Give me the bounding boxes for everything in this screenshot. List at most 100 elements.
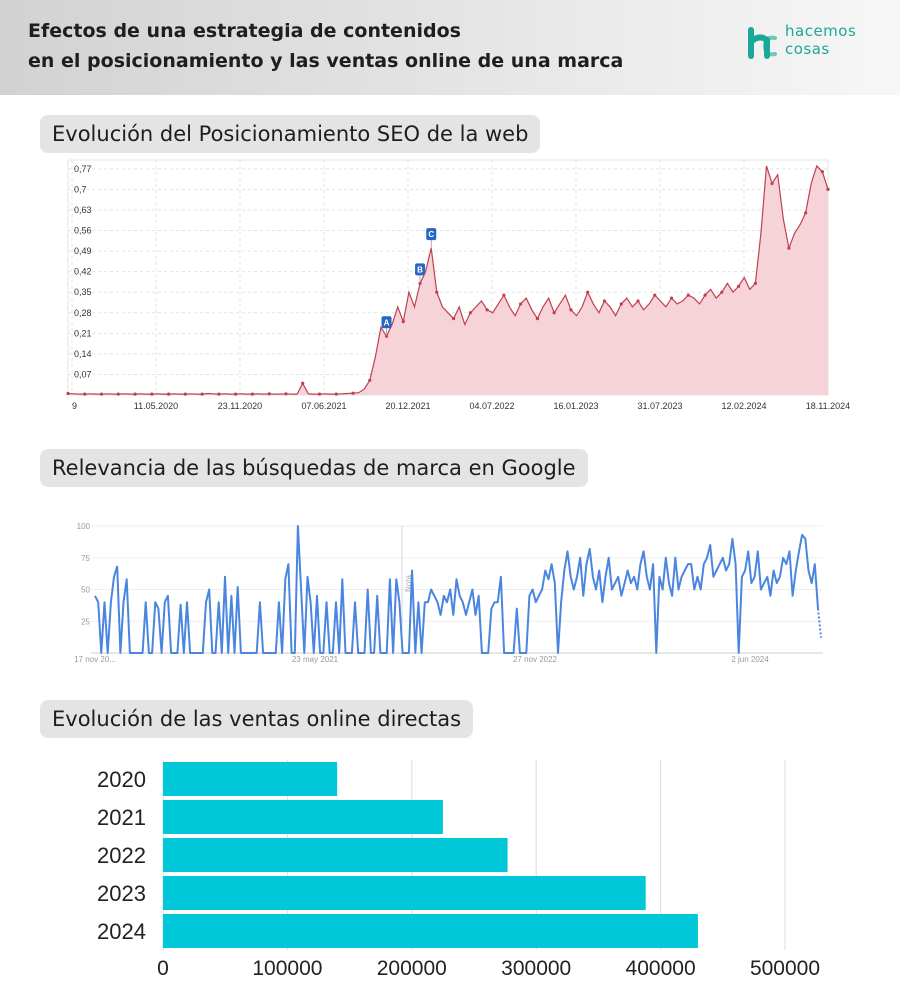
- data-point: [150, 392, 154, 396]
- data-point: [83, 392, 87, 396]
- data-point: [284, 392, 288, 396]
- data-point: [99, 392, 104, 396]
- x-tick-label: 400000: [626, 957, 696, 980]
- y-tick-label: 0,42: [74, 267, 92, 277]
- data-point: [703, 293, 707, 297]
- y-tick-label: 75: [81, 554, 90, 563]
- data-point: [826, 187, 830, 191]
- bar-2021: [163, 800, 443, 834]
- y-tick-label: 0,14: [74, 349, 92, 359]
- data-point: [451, 317, 456, 321]
- data-point: [602, 299, 607, 303]
- logo-text-line-1: hacemos: [785, 22, 857, 40]
- x-tick-label: 100000: [252, 957, 322, 980]
- data-point: [267, 392, 271, 396]
- x-tick-label: 9: [72, 401, 77, 411]
- data-point: [636, 299, 640, 303]
- annotation-label: B: [417, 265, 423, 274]
- data-point: [804, 211, 808, 215]
- x-tick-label: 16.01.2023: [553, 401, 598, 411]
- y-tick-label: 0,77: [74, 164, 92, 174]
- x-tick-label: 27 nov 2022: [513, 655, 558, 664]
- category-label: 2021: [97, 805, 146, 830]
- header-banner: Efectos de una estrategia de contenidos …: [0, 0, 900, 95]
- data-point: [183, 392, 187, 396]
- annotation-label: A: [384, 318, 390, 327]
- data-point: [535, 317, 540, 321]
- brand-search-chart: 100 75 50 25 17 nov 20... 23 may 2021 27 nov 2…: [74, 522, 823, 664]
- y-tick-label: 0,28: [74, 308, 92, 318]
- x-tick-label: 23.11.2020: [218, 401, 262, 411]
- data-point: [468, 311, 472, 315]
- data-point: [334, 392, 338, 396]
- series-line: [67, 164, 829, 395]
- data-point: [133, 392, 137, 396]
- x-tick-label: 17 nov 20...: [74, 655, 116, 664]
- data-point: [669, 296, 674, 300]
- area-fill: [68, 165, 828, 395]
- seo-position-chart: 0,77 0,7 0,63 0,56 0,49 0,42 0,35 0,28 0,21 0,14 0…: [66, 159, 850, 411]
- online-sales-bar-chart: 0 100000 200000 300000 400000 500000 2020 2021 2…: [97, 760, 820, 980]
- annotation-flag: [381, 316, 392, 329]
- y-tick-label: 0,56: [74, 226, 92, 236]
- data-point: [720, 290, 724, 294]
- page-title-line-1: Efectos de una estrategia de contenidos: [28, 20, 461, 42]
- annotation-label: C: [428, 230, 434, 239]
- annotation-flag: [415, 263, 426, 276]
- x-tick-label: 200000: [377, 957, 447, 980]
- x-tick-label: 23 may 2021: [292, 655, 339, 664]
- bar-2024: [163, 914, 698, 948]
- data-point: [368, 378, 372, 382]
- x-tick-label: 2 jun 2024: [731, 655, 769, 664]
- x-tick-label: 20.12.2021: [385, 401, 430, 411]
- data-point: [435, 290, 439, 294]
- x-tick-label: 04.07.2022: [469, 401, 514, 411]
- y-tick-label: 0,07: [74, 369, 92, 379]
- y-tick-label: 0,49: [74, 246, 92, 256]
- x-tick-label: 18.11.2024: [806, 401, 850, 411]
- data-point: [586, 290, 590, 294]
- data-point: [401, 319, 405, 324]
- data-point: [519, 302, 523, 306]
- data-point: [166, 392, 171, 396]
- y-tick-label: 100: [77, 522, 91, 531]
- data-point: [234, 392, 238, 396]
- x-tick-label: 07.06.2021: [301, 401, 346, 411]
- note-marker-label: Nota: [404, 575, 413, 592]
- series-line: [94, 525, 819, 654]
- category-label: 2022: [97, 843, 146, 868]
- data-point: [301, 381, 305, 385]
- data-point: [200, 392, 204, 396]
- data-point: [552, 311, 556, 315]
- partial-data-line: [817, 608, 822, 638]
- data-point: [502, 293, 506, 297]
- data-point: [686, 293, 690, 297]
- logo-mark-icon: [748, 27, 777, 59]
- bar-2020: [163, 762, 338, 796]
- y-tick-label: 0,21: [74, 328, 92, 338]
- annotation-flag: [426, 228, 437, 241]
- category-label: 2023: [97, 881, 146, 906]
- data-point: [250, 392, 255, 396]
- data-point: [66, 391, 70, 396]
- data-point: [753, 281, 757, 285]
- logo-text-line-2: cosas: [785, 40, 830, 58]
- x-tick-label: 0: [157, 957, 169, 980]
- category-label: 2020: [97, 767, 146, 792]
- data-point: [770, 181, 774, 186]
- x-tick-label: 500000: [750, 957, 820, 980]
- data-point: [317, 392, 322, 396]
- data-point: [217, 392, 221, 396]
- bar-2022: [163, 838, 508, 872]
- brand-logo[interactable]: hacemos cosas: [745, 22, 880, 62]
- x-tick-label: 300000: [501, 957, 571, 980]
- category-label: 2024: [97, 919, 146, 944]
- x-tick-label: 11.05.2020: [134, 401, 178, 411]
- y-tick-label: 0,7: [74, 184, 87, 194]
- y-tick-label: 50: [81, 586, 90, 595]
- y-tick-label: 0,63: [74, 205, 92, 215]
- data-point: [736, 284, 741, 288]
- data-point: [351, 391, 355, 395]
- data-point: [569, 308, 573, 312]
- data-point: [787, 246, 791, 250]
